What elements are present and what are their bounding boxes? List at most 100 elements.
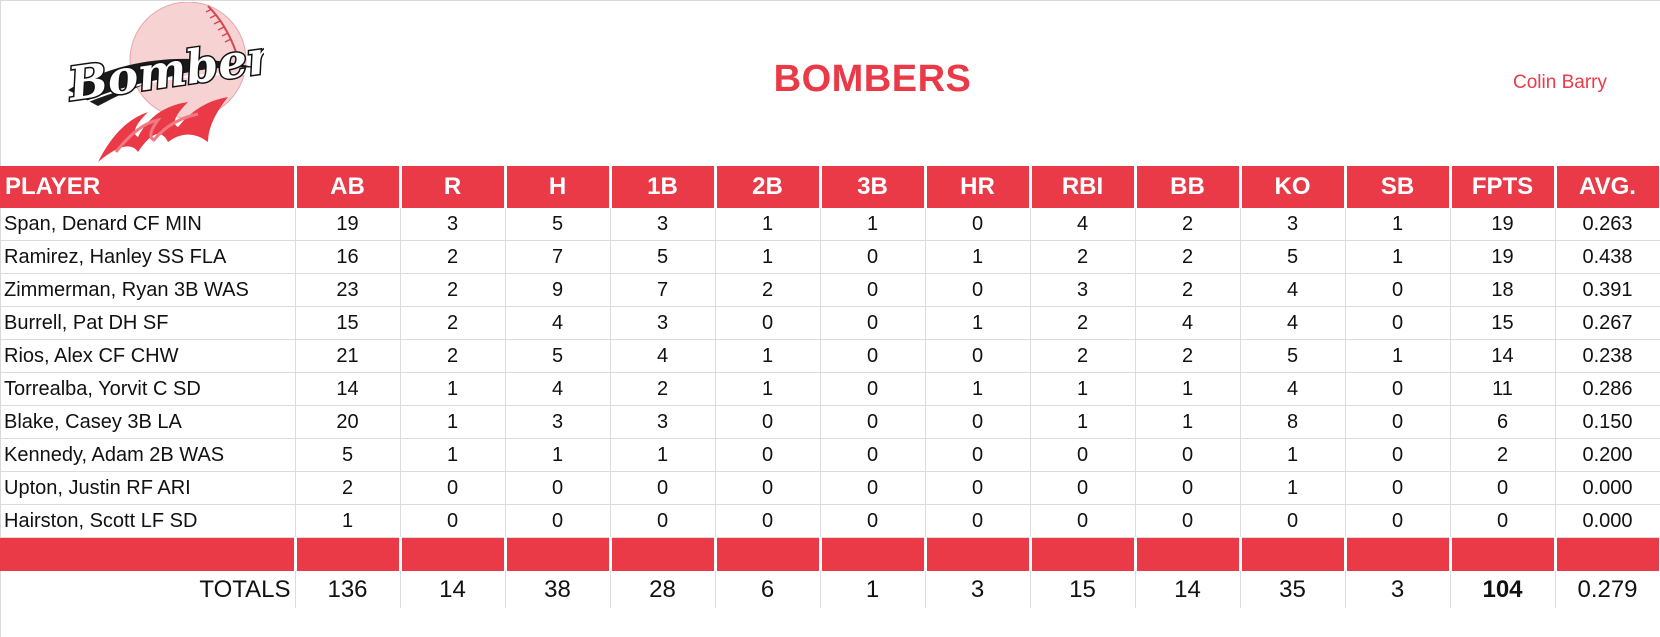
stat-cell: 1 — [295, 504, 401, 538]
stat-cell: 0 — [715, 405, 821, 439]
stat-cell: 0.000 — [1555, 471, 1660, 505]
stat-cell: 0 — [925, 273, 1031, 307]
stat-cell: 0 — [1345, 504, 1451, 538]
column-header: R — [400, 166, 507, 208]
stat-cell: 0 — [925, 471, 1031, 505]
stat-cell: 5 — [610, 240, 716, 274]
stat-cell: 9 — [505, 273, 611, 307]
player-name-cell: Blake, Casey 3B LA — [0, 405, 296, 439]
stat-cell: 0 — [925, 208, 1031, 241]
player-name-cell: Torrealba, Yorvit C SD — [0, 372, 296, 406]
stat-cell: 15 — [295, 306, 401, 340]
stat-cell: 0 — [1345, 372, 1451, 406]
column-header: AVG. — [1555, 166, 1660, 208]
total-cell: 28 — [610, 571, 716, 608]
stat-cell: 1 — [925, 372, 1031, 406]
stat-cell: 2 — [1135, 339, 1241, 373]
stat-cell: 4 — [1240, 273, 1346, 307]
column-header: HR — [925, 166, 1032, 208]
spacer-cell — [1240, 537, 1347, 571]
stat-cell: 0.438 — [1555, 240, 1660, 274]
stat-cell: 1 — [400, 372, 506, 406]
column-header: RBI — [1030, 166, 1137, 208]
stat-cell: 2 — [1450, 438, 1556, 472]
stat-cell: 11 — [1450, 372, 1556, 406]
stat-cell: 1 — [1030, 405, 1136, 439]
player-name-cell: Ramirez, Hanley SS FLA — [0, 240, 296, 274]
column-header: H — [505, 166, 612, 208]
stat-cell: 21 — [295, 339, 401, 373]
stat-cell: 19 — [295, 208, 401, 241]
stat-cell: 3 — [610, 405, 716, 439]
stat-cell: 1 — [1135, 372, 1241, 406]
stat-cell: 0 — [820, 471, 926, 505]
column-header: PLAYER — [0, 166, 297, 208]
stat-cell: 0.150 — [1555, 405, 1660, 439]
table-row: Blake, Casey 3B LA 20 1 3 3 0 0 0 1 1 8 0 6 0.150 — [0, 405, 1660, 439]
spacer-cell — [505, 537, 612, 571]
stat-cell: 1 — [1240, 471, 1346, 505]
total-cell: 38 — [505, 571, 611, 608]
stat-cell: 0 — [925, 504, 1031, 538]
stat-cell: 0 — [715, 306, 821, 340]
player-name-cell: Kennedy, Adam 2B WAS — [0, 438, 296, 472]
stat-cell: 1 — [1345, 339, 1451, 373]
stat-cell: 0.200 — [1555, 438, 1660, 472]
stat-cell: 0 — [1345, 405, 1451, 439]
stats-table: PLAYER AB R H 1B 2B 3B HR RBI BB KO SB FPTS AVG. Span… — [0, 166, 1660, 608]
stat-cell: 0 — [1345, 306, 1451, 340]
stat-cell: 19 — [1450, 240, 1556, 274]
stat-cell: 4 — [505, 306, 611, 340]
column-header: 2B — [715, 166, 822, 208]
stat-cell: 0 — [1135, 438, 1241, 472]
sheet-top-border — [0, 0, 1660, 1]
table-row: Upton, Justin RF ARI 2 0 0 0 0 0 0 0 0 1 0 0 0.000 — [0, 471, 1660, 505]
stat-cell: 0.000 — [1555, 504, 1660, 538]
header-row: PLAYER AB R H 1B 2B 3B HR RBI BB KO SB FPTS AVG. — [0, 166, 1660, 208]
stat-cell: 0.391 — [1555, 273, 1660, 307]
spacer-cell — [820, 537, 927, 571]
stat-cell: 2 — [1135, 208, 1241, 241]
stat-cell: 0 — [1135, 504, 1241, 538]
stat-cell: 1 — [925, 240, 1031, 274]
stat-cell: 3 — [1030, 273, 1136, 307]
stat-cell: 0 — [505, 471, 611, 505]
stat-cell: 0 — [820, 240, 926, 274]
stat-cell: 0 — [400, 471, 506, 505]
stat-cell: 5 — [1240, 240, 1346, 274]
stat-cell: 1 — [925, 306, 1031, 340]
stat-cell: 0 — [925, 405, 1031, 439]
stat-cell: 19 — [1450, 208, 1556, 241]
spacer-cell — [400, 537, 507, 571]
stat-cell: 23 — [295, 273, 401, 307]
stat-cell: 1 — [715, 339, 821, 373]
stat-cell: 5 — [295, 438, 401, 472]
stat-cell: 0 — [1450, 471, 1556, 505]
stat-cell: 4 — [1240, 372, 1346, 406]
stat-cell: 1 — [820, 208, 926, 241]
totals-label: TOTALS — [0, 571, 296, 608]
column-header: 3B — [820, 166, 927, 208]
stat-cell: 0 — [1345, 471, 1451, 505]
stat-cell: 3 — [1240, 208, 1346, 241]
total-cell: 14 — [1135, 571, 1241, 608]
stat-cell: 1 — [400, 405, 506, 439]
stat-cell: 0.263 — [1555, 208, 1660, 241]
stat-cell: 0 — [1450, 504, 1556, 538]
stat-cell: 7 — [610, 273, 716, 307]
table-row: Kennedy, Adam 2B WAS 5 1 1 1 0 0 0 0 0 1 0 2 0.200 — [0, 438, 1660, 472]
total-cell: 15 — [1030, 571, 1136, 608]
stat-cell: 6 — [1450, 405, 1556, 439]
stat-cell: 18 — [1450, 273, 1556, 307]
spacer-cell — [925, 537, 1032, 571]
stat-cell: 1 — [1135, 405, 1241, 439]
spacer-cell — [0, 537, 297, 571]
stat-cell: 0 — [925, 339, 1031, 373]
stat-cell: 8 — [1240, 405, 1346, 439]
stat-cell: 20 — [295, 405, 401, 439]
stat-cell: 0 — [505, 504, 611, 538]
total-cell: 1 — [820, 571, 926, 608]
stat-cell: 2 — [715, 273, 821, 307]
stat-cell: 3 — [610, 306, 716, 340]
stat-cell: 4 — [1135, 306, 1241, 340]
